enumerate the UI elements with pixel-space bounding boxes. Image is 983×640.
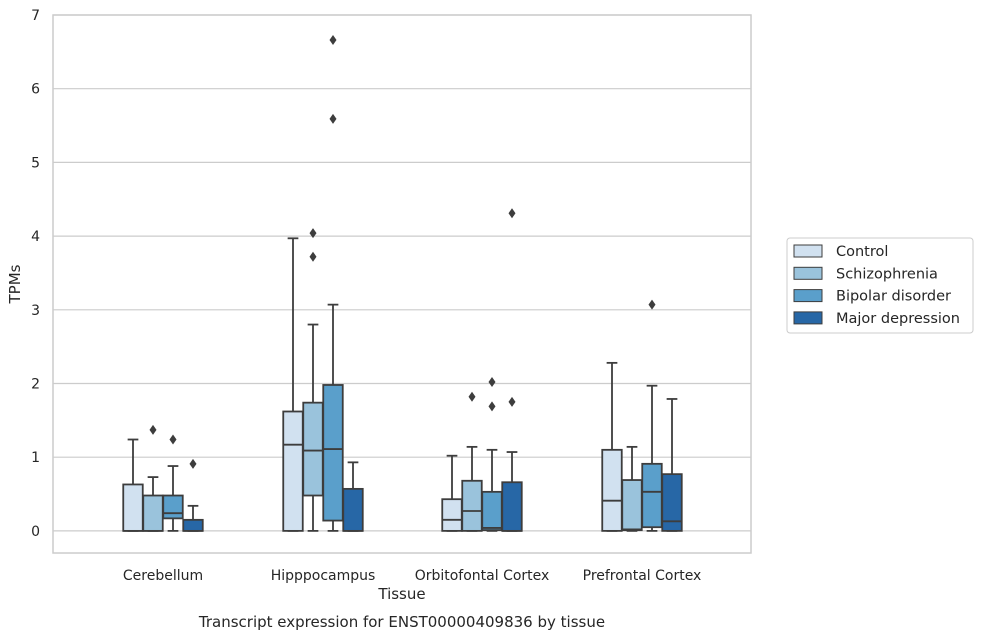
outlier-point <box>468 391 476 402</box>
y-tick-label: 4 <box>31 229 40 245</box>
chart-caption: Transcript expression for ENST0000040983… <box>198 613 605 631</box>
box-body <box>322 384 344 522</box>
box-body <box>342 487 364 532</box>
x-tick-label: Cerebellum <box>123 568 203 584</box>
outlier-point <box>169 434 177 445</box>
legend-swatch <box>793 244 823 258</box>
x-tick-labels: Cerebellum Hipppocampus Orbitofontal Corte… <box>123 568 701 584</box>
x-tick-label: Orbitofontal Cortex <box>415 568 550 584</box>
x-axis-label: Tissue <box>377 585 425 603</box>
box-control-0 <box>122 438 144 532</box>
box-bipolar-disorder-2 <box>481 377 503 532</box>
legend-swatch <box>793 266 823 280</box>
outlier-point <box>189 458 197 469</box>
box-control-1 <box>282 237 304 532</box>
box-body <box>661 473 683 532</box>
y-tick-label: 6 <box>31 82 40 98</box>
legend-label: Major depression <box>836 311 960 327</box>
outlier-point <box>648 299 656 310</box>
box-bipolar-disorder-3 <box>641 299 663 532</box>
x-tick-label: Prefrontal Cortex <box>583 568 702 584</box>
box-control-3 <box>601 361 623 532</box>
box-major-depression-2 <box>501 208 523 532</box>
box-body <box>601 448 623 532</box>
box-schizophrenia-3 <box>621 445 643 532</box>
legend-label: Schizophrenia <box>836 266 938 282</box>
boxes <box>122 35 683 532</box>
outlier-point <box>149 424 157 435</box>
y-tick-label: 3 <box>31 303 40 319</box>
box-body <box>162 494 184 520</box>
y-tick-label: 0 <box>31 524 40 540</box>
box-body <box>441 498 463 532</box>
box-body <box>122 483 144 532</box>
box-major-depression-1 <box>342 461 364 532</box>
box-schizophrenia-0 <box>142 424 164 532</box>
y-axis-label: TPMs <box>6 264 24 304</box>
legend-label: Bipolar disorder <box>836 289 951 305</box>
x-tick-label: Hipppocampus <box>271 568 376 584</box>
legend: Control Schizophrenia Bipolar disorder Majo… <box>786 237 974 334</box>
outlier-point <box>309 228 317 239</box>
outlier-point <box>488 401 496 412</box>
box-body <box>641 462 663 529</box>
box-bipolar-disorder-0 <box>162 434 184 532</box>
outlier-point <box>508 208 516 219</box>
box-bipolar-disorder-1 <box>322 35 344 532</box>
legend-swatch <box>793 311 823 325</box>
y-tick-labels: 0 1 2 3 4 5 6 7 <box>31 8 40 540</box>
box-control-2 <box>441 454 463 532</box>
y-tick-label: 7 <box>31 8 40 24</box>
y-tick-label: 1 <box>31 450 40 466</box>
box-body <box>621 479 643 532</box>
box-body <box>282 410 304 532</box>
outlier-point <box>309 251 317 262</box>
y-tick-label: 2 <box>31 376 40 392</box>
box-body <box>501 481 523 532</box>
legend-label: Control <box>836 244 888 260</box>
gridlines <box>53 14 751 532</box>
box-schizophrenia-1 <box>302 228 324 532</box>
box-body <box>182 518 204 532</box>
box-body <box>142 494 164 532</box>
outlier-point <box>329 113 337 124</box>
box-major-depression-3 <box>661 398 683 532</box>
y-tick-label: 5 <box>31 155 40 171</box>
outlier-point <box>508 396 516 407</box>
plot-frame <box>52 14 752 554</box>
box-body <box>461 479 483 532</box>
outlier-point <box>488 377 496 388</box>
outlier-point <box>329 35 337 46</box>
legend-swatch <box>793 289 823 303</box>
box-major-depression-0 <box>182 458 204 532</box>
legend-frame <box>786 237 974 334</box>
box-body <box>302 401 324 497</box>
box-body <box>481 490 503 532</box>
box-schizophrenia-2 <box>461 391 483 532</box>
